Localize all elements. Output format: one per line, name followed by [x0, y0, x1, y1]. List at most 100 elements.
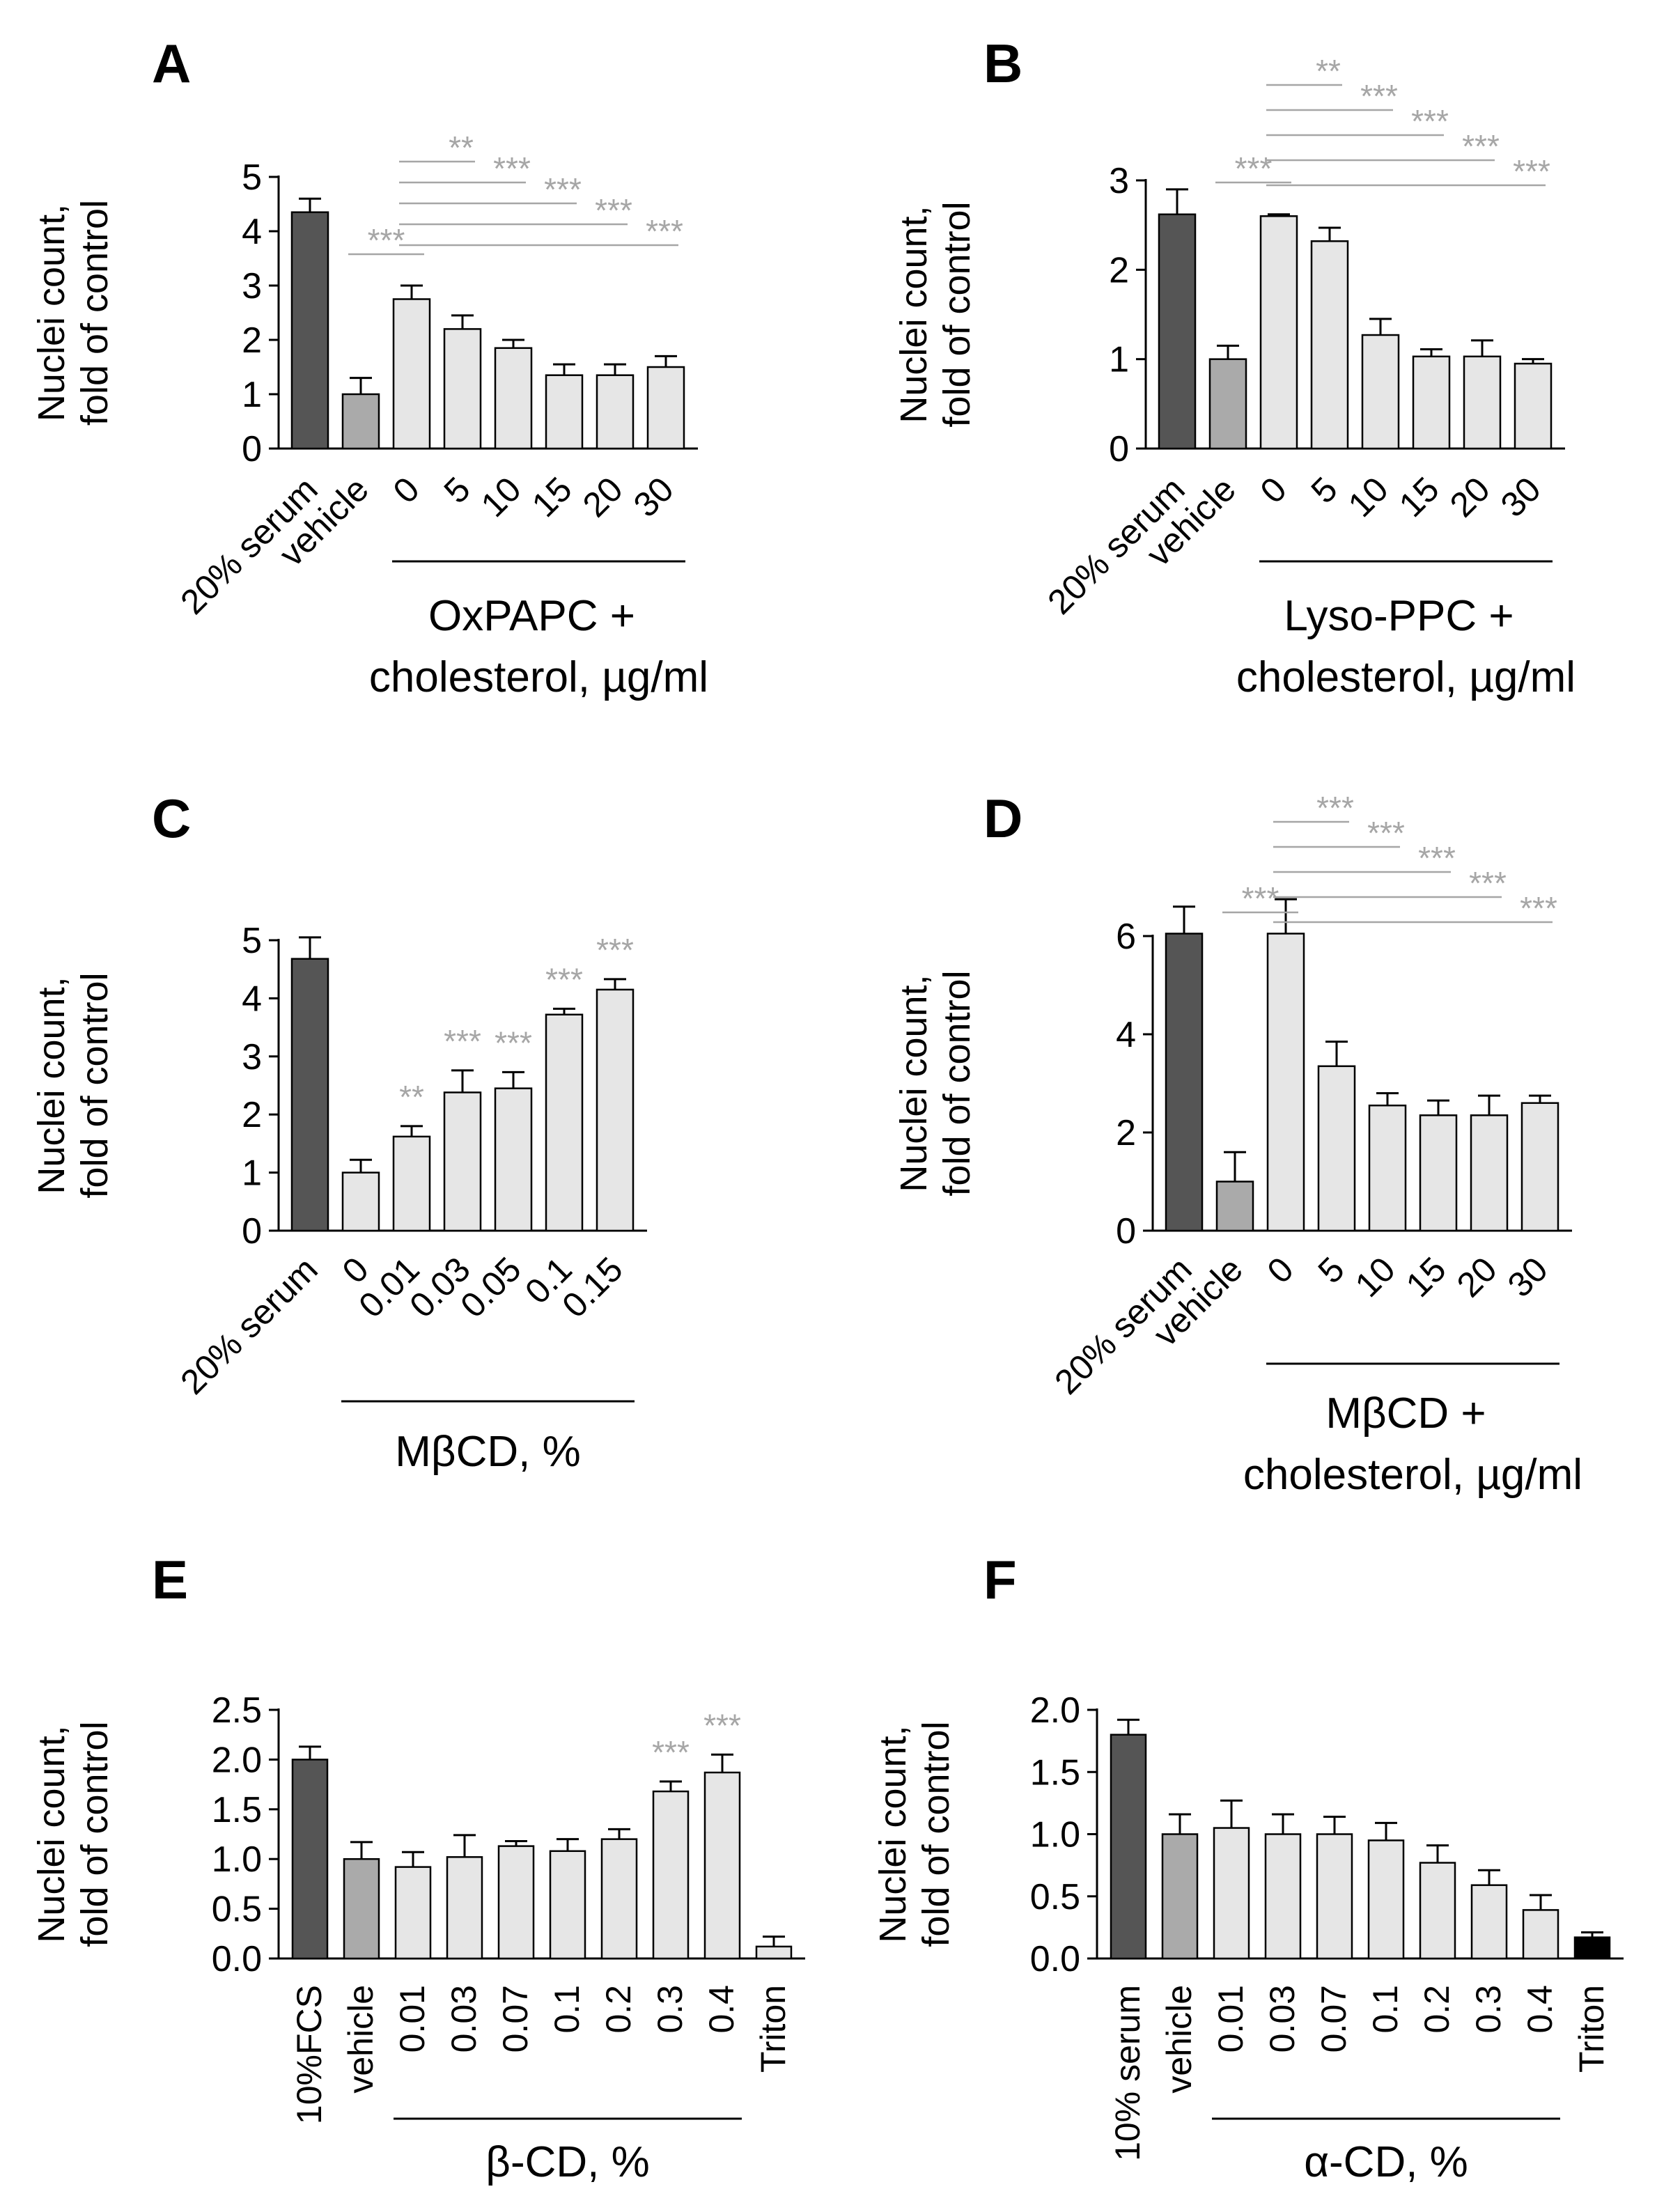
bar: [392, 298, 431, 450]
group-label: β-CD, %: [485, 2138, 649, 2186]
panel-letter: D: [983, 788, 1022, 849]
panel-letter: A: [152, 33, 191, 94]
x-tick-label: 15: [1399, 1249, 1454, 1304]
y-tick-label: 0.5: [212, 1890, 262, 1930]
bar: [1259, 215, 1298, 450]
y-tick-label: 2: [242, 320, 262, 361]
x-tick-label: 30: [626, 469, 681, 524]
y-tick-label: 5: [242, 157, 262, 198]
y-tick-label: 2: [1109, 250, 1129, 290]
panel-c: C Nuclei count, fold of control 0 1 2 3 4 5 20% s…: [31, 788, 647, 1476]
bar: [1520, 1102, 1559, 1232]
bar-significance-stars: ***: [703, 1707, 741, 1743]
y-axis-label-line1: Nuclei count,: [31, 976, 72, 1194]
panel-e: E Nuclei count, fold of control 0.0 0.5 1.0 1.…: [31, 1549, 805, 2186]
x-tick-label: vehicle: [341, 1985, 380, 2094]
y-tick-label: 0: [242, 429, 262, 469]
y-tick-label: 2.0: [212, 1740, 262, 1780]
x-tick-label: 20% serum: [173, 1249, 325, 1401]
x-tick-label: 0.07: [496, 1985, 535, 2053]
x-tick-label: vehicle: [1160, 1985, 1199, 2094]
bar: [1361, 334, 1400, 450]
y-axis-label-line2: fold of control: [936, 201, 978, 427]
bar: [596, 374, 635, 450]
y-axis-label-line2: fold of control: [74, 1721, 116, 1947]
y-tick-label: 4: [1116, 1015, 1136, 1055]
y-tick-label: 1: [242, 375, 262, 415]
y-tick-label: 1.5: [1030, 1752, 1080, 1793]
x-tick-label: 0.2: [1417, 1985, 1456, 2034]
bar: [1419, 1114, 1458, 1232]
y-tick-label: 2.5: [212, 1690, 262, 1731]
x-tick-label: 5: [1304, 469, 1345, 511]
x-tick-label: 0.1: [547, 1985, 586, 2034]
bar: [1419, 1862, 1456, 1960]
bar: [1368, 1104, 1407, 1232]
group-label: cholesterol, µg/ml: [1236, 653, 1576, 701]
x-tick-label: 0.4: [1520, 1985, 1559, 2034]
y-tick-label: 3: [1109, 161, 1129, 201]
y-axis-label-line1: Nuclei count,: [31, 204, 72, 421]
bar: [290, 211, 329, 450]
bar-significance-stars: **: [399, 1079, 424, 1115]
x-tick-label: 0.05: [453, 1249, 528, 1325]
x-tick-label: 5: [437, 469, 478, 511]
bar: [1514, 362, 1553, 450]
y-axis-label-line1: Nuclei count,: [893, 205, 935, 423]
bar: [1573, 1936, 1611, 1960]
y-tick-label: 1: [1109, 340, 1129, 380]
x-tick-label: 15: [524, 469, 579, 524]
x-tick-label: 0.3: [1469, 1985, 1508, 2034]
bar: [1158, 213, 1197, 450]
y-tick-label: 2: [1116, 1113, 1136, 1153]
group-label: MβCD, %: [395, 1428, 580, 1476]
bar-significance-stars: ***: [545, 961, 583, 997]
bar-significance-stars: ***: [444, 1023, 481, 1059]
bar: [755, 1945, 793, 1960]
bar: [1470, 1114, 1509, 1232]
bar: [446, 1856, 483, 1960]
y-tick-label: 0.0: [212, 1939, 262, 1979]
bar: [1264, 1833, 1302, 1960]
y-tick-label: 2.0: [1030, 1690, 1080, 1731]
bar-significance-stars: ***: [495, 1025, 532, 1061]
bar: [343, 1857, 380, 1960]
bar: [392, 1135, 431, 1232]
x-tick-label: 20: [1449, 1249, 1504, 1304]
bar: [1161, 1833, 1199, 1960]
panel-letter: F: [983, 1549, 1017, 1610]
y-tick-label: 3: [242, 1037, 262, 1077]
x-tick-label: 5: [1311, 1249, 1352, 1291]
group-label: α-CD, %: [1304, 2138, 1468, 2186]
x-tick-label: 0: [1253, 469, 1294, 511]
x-tick-label: 0: [1260, 1249, 1301, 1291]
bar: [1412, 355, 1451, 450]
panel-f: F Nuclei count, fold of control 0.0 0.5 1.0 1.…: [872, 1549, 1624, 2186]
y-tick-label: 3: [242, 266, 262, 306]
bar: [341, 1171, 380, 1232]
bar: [652, 1790, 690, 1960]
x-tick-label: 0.03: [444, 1985, 483, 2053]
x-tick-label: 20: [1442, 469, 1497, 524]
x-tick-label: 0.4: [702, 1985, 741, 2034]
bar: [291, 1759, 329, 1960]
bar: [1213, 1827, 1250, 1960]
bar: [1215, 1181, 1254, 1232]
bar: [646, 366, 685, 450]
x-tick-label: 10% serum: [1108, 1985, 1147, 2161]
significance-stars: ***: [1360, 78, 1398, 114]
significance-stars: ***: [1367, 815, 1405, 851]
significance-stars: ***: [595, 192, 632, 228]
significance-stars: ***: [1316, 790, 1354, 826]
y-tick-label: 2: [242, 1095, 262, 1135]
y-tick-label: 5: [242, 921, 262, 961]
bar: [494, 347, 533, 450]
significance-stars: **: [1316, 53, 1341, 89]
significance-stars: ***: [1418, 840, 1456, 876]
group-label: cholesterol, µg/ml: [1243, 1451, 1582, 1499]
y-tick-label: 1: [242, 1153, 262, 1194]
